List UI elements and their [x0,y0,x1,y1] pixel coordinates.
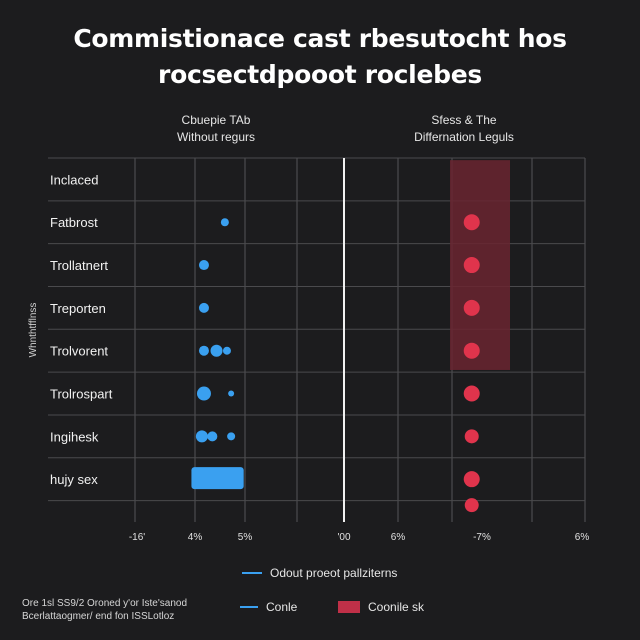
right-panel-title-line-1: Sfess & The [431,113,497,127]
row-label: Ingihesk [50,429,99,444]
footnote: Ore 1sl SS9/2 Oroned y'or Iste'sanod Bce… [22,597,222,623]
left-data-bar [191,467,244,490]
chart-title-line-2: rocsectdpooot roclebes [158,60,482,89]
highlight-band [450,160,510,370]
x-tick-label: -16' [129,532,145,543]
right-data-point [464,429,479,444]
left-data-point [198,302,209,313]
x-tick-label: 6% [575,532,590,543]
row-label: Fatbrost [50,215,98,230]
row-label: Trollatnert [50,258,108,273]
y-axis-label: Whnthtfflnss [28,303,39,358]
right-data-point [463,299,480,316]
footnote-line-1: Ore 1sl SS9/2 Oroned y'or Iste'sanod [22,598,188,609]
chart-title-line-1: Commistionace cast rbesutocht hos [73,24,567,53]
left-data-point [222,346,231,355]
right-data-point [464,498,479,513]
right-panel-title-line-2: Differnation Leguls [414,130,514,144]
row-label: Inclaced [50,172,98,187]
left-panel-title-line-1: Cbuepie TAb [181,113,251,127]
right-panel-title: Sfess & The Differnation Leguls [364,112,564,146]
right-data-point [463,214,480,231]
legend-line-swatch [242,572,262,574]
legend-small-swatch [240,606,258,608]
left-data-point [228,390,235,397]
right-data-point [463,385,480,402]
legend-small-entry: Conle [240,600,297,614]
left-data-point [210,344,223,357]
legend-patch-entry: Coonile sk [338,600,424,614]
left-data-point [227,432,236,441]
left-data-point [198,345,209,356]
legend-small-label: Conle [266,600,298,614]
legend-patch-label: Coonile sk [368,600,425,614]
right-data-point [463,342,480,359]
x-tick-label: '00 [337,532,350,543]
left-data-point [207,431,218,442]
legend-line-entry: Odout proeot pallziterns [242,566,397,580]
left-data-point [196,386,211,401]
x-tick-label: 4% [188,532,203,543]
x-tick-label: 5% [238,532,253,543]
footnote-line-2: Bcerlattaogmer/ end fon ISSLotloz [22,611,175,622]
left-panel-title: Cbuepie TAb Without regurs [116,112,316,146]
left-data-point [198,260,209,271]
legend-patch-swatch [338,601,360,613]
row-label: hujy sex [50,472,98,487]
right-data-point [463,471,480,488]
legend-line-label: Odout proeot pallziterns [270,566,398,580]
x-tick-label: 6% [391,532,406,543]
left-panel-title-line-2: Without regurs [176,130,256,144]
left-data-point [195,430,208,443]
left-data-point [220,218,229,227]
row-label: Trolrospart [50,387,113,402]
row-label: Treporten [50,301,106,316]
row-label: Trolvorent [50,344,108,359]
x-tick-label: -7% [473,532,491,543]
right-data-point [463,257,480,274]
